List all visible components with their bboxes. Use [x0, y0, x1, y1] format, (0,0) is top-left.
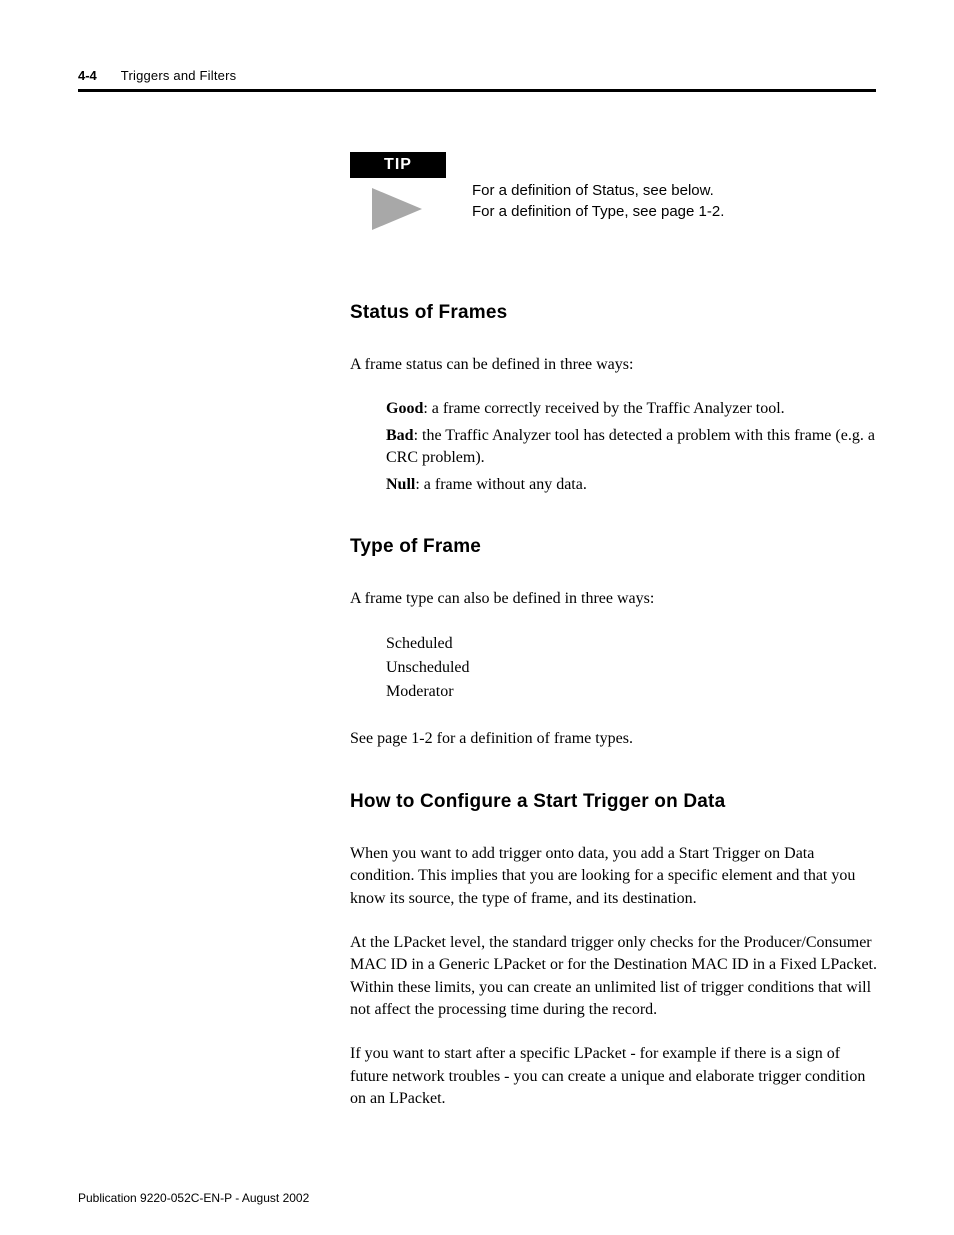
configure-p2: At the LPacket level, the standard trigg… [350, 932, 880, 1022]
header-title: Triggers and Filters [121, 68, 237, 83]
type-intro: A frame type can also be defined in thre… [350, 588, 880, 610]
type-item-list: Scheduled Unscheduled Moderator [386, 632, 880, 704]
tip-text: For a definition of Status, see below. F… [472, 180, 724, 222]
heading-configure-start-trigger: How to Configure a Start Trigger on Data [350, 791, 880, 813]
configure-p3: If you want to start after a specific LP… [350, 1043, 880, 1110]
footer-publication: Publication 9220-052C-EN-P - August 2002 [78, 1191, 309, 1205]
def-null: : a frame without any data. [415, 476, 587, 493]
status-item-null: Null: a frame without any data. [386, 474, 880, 496]
running-header: 4-4 Triggers and Filters [78, 68, 876, 83]
type-item-scheduled: Scheduled [386, 632, 880, 656]
term-good: Good [386, 400, 423, 417]
type-after: See page 1-2 for a definition of frame t… [350, 728, 880, 750]
configure-p1: When you want to add trigger onto data, … [350, 843, 880, 910]
tip-left: TIP [350, 152, 446, 232]
status-item-bad: Bad: the Traffic Analyzer tool has detec… [386, 425, 880, 470]
term-bad: Bad [386, 427, 414, 444]
tip-block: TIP For a definition of Status, see belo… [350, 152, 880, 232]
def-good: : a frame correctly received by the Traf… [423, 400, 784, 417]
type-item-moderator: Moderator [386, 680, 880, 704]
status-intro: A frame status can be defined in three w… [350, 354, 880, 376]
header-rule [78, 89, 876, 92]
tip-line-2: For a definition of Type, see page 1-2. [472, 201, 724, 222]
tip-line-1: For a definition of Status, see below. [472, 180, 724, 201]
tip-badge: TIP [350, 152, 446, 178]
tip-arrow-icon [370, 186, 426, 232]
content-column: TIP For a definition of Status, see belo… [350, 152, 880, 1111]
term-null: Null [386, 476, 415, 493]
heading-type-of-frame: Type of Frame [350, 536, 880, 558]
def-bad: : the Traffic Analyzer tool has detected… [386, 427, 875, 466]
page: 4-4 Triggers and Filters TIP For a defin… [0, 0, 954, 1235]
type-item-unscheduled: Unscheduled [386, 656, 880, 680]
status-item-good: Good: a frame correctly received by the … [386, 398, 880, 420]
status-definition-list: Good: a frame correctly received by the … [386, 398, 880, 496]
heading-status-of-frames: Status of Frames [350, 302, 880, 324]
page-number: 4-4 [78, 68, 97, 83]
